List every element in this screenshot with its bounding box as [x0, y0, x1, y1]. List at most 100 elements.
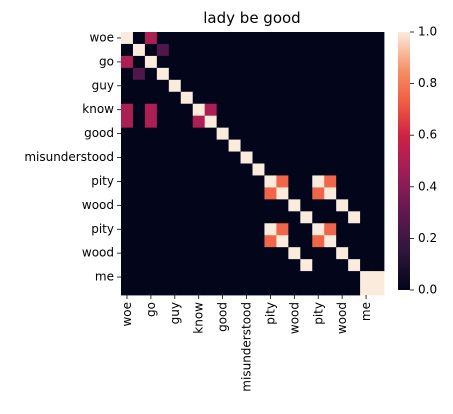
heatmap-cell — [121, 139, 134, 152]
heatmap-cell — [324, 91, 337, 105]
heatmap-cell — [312, 199, 325, 212]
heatmap-cell — [288, 55, 301, 69]
heatmap-cell — [240, 32, 253, 45]
heatmap-cell — [180, 247, 194, 260]
heatmap-cell — [264, 211, 277, 224]
heatmap-cell — [156, 163, 170, 176]
heatmap-cell — [144, 151, 158, 164]
heatmap-cell — [132, 283, 146, 296]
heatmap-cell — [216, 43, 229, 57]
heatmap-cell — [312, 271, 325, 284]
heatmap-cell — [300, 103, 313, 117]
colorbar-tick-label: 0.8 — [418, 76, 437, 90]
heatmap-cell — [288, 259, 301, 272]
heatmap-cell — [264, 235, 277, 248]
heatmap-cell — [276, 211, 289, 224]
heatmap-cell — [156, 283, 170, 296]
heatmap-cell — [252, 103, 265, 117]
heatmap-cell — [300, 223, 313, 236]
heatmap-cell — [216, 79, 229, 93]
heatmap-cell — [144, 67, 158, 81]
heatmap-cell — [192, 175, 206, 188]
heatmap-cell — [192, 163, 206, 176]
heatmap-cell — [228, 103, 241, 117]
heatmap-cell — [168, 32, 182, 45]
heatmap-cell — [216, 55, 229, 69]
heatmap-cell — [192, 103, 206, 117]
heatmap-cell — [168, 79, 182, 93]
heatmap-cell — [156, 247, 170, 260]
heatmap-cell — [121, 259, 134, 272]
heatmap-cell — [276, 151, 289, 164]
heatmap-cell — [276, 67, 289, 81]
y-tick-label: pity — [91, 174, 114, 188]
heatmap-cell — [168, 139, 182, 152]
heatmap-cell — [180, 235, 194, 248]
heatmap-cell — [180, 55, 194, 69]
heatmap-cell — [192, 55, 206, 69]
heatmap-cell — [276, 139, 289, 152]
heatmap-cell — [336, 187, 349, 200]
heatmap-cell — [240, 271, 253, 284]
heatmap-cell — [180, 175, 194, 188]
heatmap-cell — [276, 283, 289, 296]
heatmap-cell — [360, 127, 373, 140]
heatmap-cell — [144, 55, 158, 69]
heatmap-cell — [360, 223, 373, 236]
x-tick-label: me — [359, 302, 373, 321]
heatmap-cell — [312, 43, 325, 57]
heatmap-cell — [372, 247, 385, 260]
heatmap-cell — [168, 223, 182, 236]
heatmap-cell — [312, 187, 325, 200]
x-axis: woe go guy know good misunderstood pity wood pit… — [120, 295, 373, 392]
heatmap-cell — [288, 283, 301, 296]
heatmap-cell — [156, 67, 170, 81]
heatmap-cell — [180, 103, 194, 117]
heatmap-cell — [132, 79, 146, 93]
heatmap-cell — [252, 79, 265, 93]
heatmap-cell — [204, 91, 218, 105]
heatmap-cell — [180, 127, 194, 140]
heatmap-cell — [144, 235, 158, 248]
heatmap-cell — [121, 175, 134, 188]
x-tick-label: guy — [168, 302, 182, 324]
heatmap-cell — [324, 139, 337, 152]
chart-title: lady be good — [203, 9, 300, 27]
heatmap-cell — [324, 247, 337, 260]
heatmap-cell — [156, 32, 170, 45]
heatmap-cell — [324, 187, 337, 200]
heatmap-cell — [121, 127, 134, 140]
x-tick-label: wood — [287, 302, 301, 334]
heatmap-cell — [192, 283, 206, 296]
heatmap-cell — [348, 199, 361, 212]
heatmap-cell — [288, 223, 301, 236]
heatmap-cell — [288, 32, 301, 45]
heatmap-cell — [324, 151, 337, 164]
heatmap-cell — [216, 91, 229, 105]
heatmap-cell — [240, 247, 253, 260]
heatmap-cell — [216, 247, 229, 260]
heatmap-cell — [204, 283, 218, 296]
heatmap-cell — [288, 139, 301, 152]
heatmap-cell — [324, 55, 337, 69]
heatmap-cell — [240, 283, 253, 296]
heatmap-cell — [252, 55, 265, 69]
heatmap-cell — [204, 43, 218, 57]
heatmap-cell — [336, 79, 349, 93]
heatmap-cell — [228, 187, 241, 200]
heatmap-cell — [132, 187, 146, 200]
heatmap-cell — [300, 247, 313, 260]
y-tick-label: pity — [91, 222, 114, 236]
colorbar — [398, 32, 410, 290]
heatmap-cell — [300, 235, 313, 248]
heatmap-cell — [324, 67, 337, 81]
heatmap-cell — [132, 127, 146, 140]
heatmap-cell — [372, 79, 385, 93]
heatmap-cell — [228, 223, 241, 236]
heatmap-cell — [121, 115, 134, 129]
heatmap-cell — [264, 115, 277, 129]
heatmap-cells — [121, 32, 385, 296]
heatmap-cell — [252, 271, 265, 284]
heatmap-cell — [180, 259, 194, 272]
heatmap-cell — [336, 91, 349, 105]
